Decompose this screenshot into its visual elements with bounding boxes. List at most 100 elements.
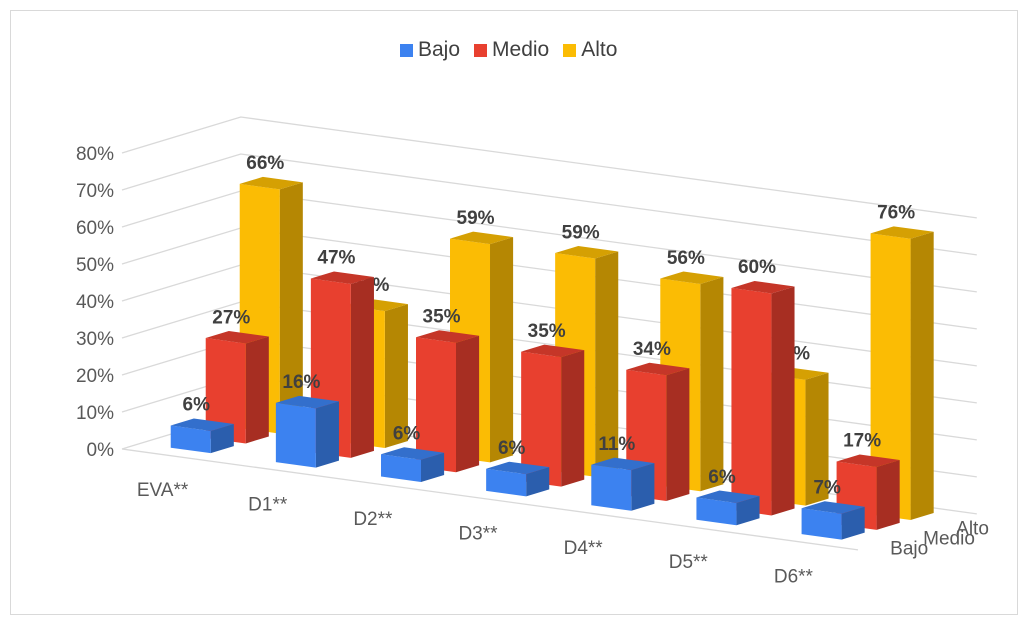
bar-medio-d5: [731, 280, 795, 516]
bar-alto-d6: [870, 226, 934, 521]
bar-top: [870, 226, 934, 239]
bar-side: [526, 467, 550, 497]
bar-top: [275, 395, 339, 409]
data-label: 59%: [562, 222, 600, 243]
y-tick-label: 10%: [76, 403, 114, 424]
legend-item-alto: Alto: [563, 38, 617, 62]
bar-top: [310, 271, 374, 284]
category-label: D2**: [353, 509, 393, 530]
bar-top: [170, 418, 234, 431]
legend-swatch-bajo: [400, 43, 413, 57]
bar-side: [279, 182, 303, 434]
bar-top: [555, 246, 619, 259]
bar-front: [275, 402, 316, 468]
bar-bajo-d2: [381, 447, 445, 482]
depth-label: Bajo: [890, 538, 928, 559]
data-label: 27%: [212, 307, 250, 328]
depth-label: Alto: [956, 518, 989, 539]
bar-side: [315, 401, 339, 468]
bar-front: [731, 287, 772, 516]
y-tick-label: 60%: [76, 218, 114, 239]
bar-top: [486, 461, 550, 475]
y-tick-label: 70%: [76, 181, 114, 202]
bar-side: [561, 350, 585, 487]
bar-side: [595, 251, 619, 477]
bar-side: [384, 304, 408, 448]
legend-item-medio: Medio: [474, 38, 549, 62]
bar-side: [631, 463, 655, 511]
y-tick-label: 40%: [76, 292, 114, 313]
bar-bajo-d3: [486, 461, 550, 497]
legend-label-bajo: Bajo: [418, 38, 461, 61]
category-label: D6**: [774, 567, 814, 588]
legend-swatch-medio: [474, 43, 488, 57]
bar-top: [521, 344, 585, 358]
gridline: [121, 116, 977, 219]
bar-front: [205, 338, 246, 444]
data-label: 56%: [667, 248, 705, 269]
bar-side: [245, 336, 269, 444]
bar-top: [696, 490, 760, 503]
data-label: 7%: [813, 477, 841, 498]
bar-medio-d2: [416, 330, 480, 473]
data-label: 6%: [183, 395, 211, 416]
data-label: 59%: [457, 208, 495, 229]
bar-bajo-eva: [170, 418, 234, 454]
data-label: 35%: [528, 321, 566, 342]
bar-top: [591, 457, 655, 471]
legend-label-medio: Medio: [492, 38, 550, 61]
category-axis-line: [121, 448, 859, 551]
bar-front: [591, 464, 632, 511]
y-tick-label: 20%: [76, 366, 114, 387]
data-label: 16%: [282, 372, 320, 393]
bar-front: [170, 425, 211, 454]
bar-side: [841, 506, 865, 540]
bar-front: [486, 468, 527, 497]
bar-top: [381, 447, 445, 460]
bar-top: [660, 271, 724, 284]
bar-side: [456, 335, 480, 473]
bar-side: [210, 423, 234, 454]
bar-bajo-d6: [801, 501, 865, 540]
category-label: D4**: [564, 538, 604, 559]
gridline: [121, 153, 977, 256]
bar-bajo-d4: [591, 457, 655, 511]
category-label: D3**: [458, 523, 498, 544]
bar-side: [736, 495, 760, 526]
bar-medio-eva: [205, 331, 269, 444]
category-label: D1**: [248, 495, 288, 516]
data-label: 34%: [633, 339, 671, 360]
bar-front: [521, 351, 562, 487]
category-label: EVA**: [137, 480, 189, 501]
bar-front: [696, 497, 737, 526]
bar-top: [801, 501, 865, 514]
bar-side: [421, 452, 445, 482]
depth-label: Medio: [923, 528, 975, 549]
bar-side: [771, 286, 795, 516]
category-label: D5**: [669, 552, 709, 573]
bar-front: [801, 508, 842, 540]
bar-side: [910, 231, 934, 521]
bar-bajo-d5: [696, 490, 760, 526]
legend: Bajo Medio Alto: [400, 38, 617, 62]
bar-top: [626, 362, 690, 376]
data-label: 60%: [738, 257, 776, 278]
bar-side: [700, 276, 724, 492]
bar-top: [205, 331, 269, 344]
bar-side: [490, 237, 514, 463]
y-tick-label: 50%: [76, 255, 114, 276]
bar-side: [350, 276, 374, 458]
bar-side: [805, 372, 829, 506]
bar-front: [870, 233, 911, 521]
y-tick-label: 30%: [76, 329, 114, 350]
legend-item-bajo: Bajo: [400, 38, 460, 62]
bar-top: [416, 330, 480, 343]
bar-top: [450, 231, 514, 245]
legend-swatch-alto: [563, 43, 577, 57]
data-label: 11%: [598, 434, 635, 455]
data-label: 6%: [708, 467, 736, 488]
data-label: 76%: [877, 203, 915, 224]
bar-side: [876, 459, 900, 530]
data-label: 6%: [498, 438, 526, 459]
